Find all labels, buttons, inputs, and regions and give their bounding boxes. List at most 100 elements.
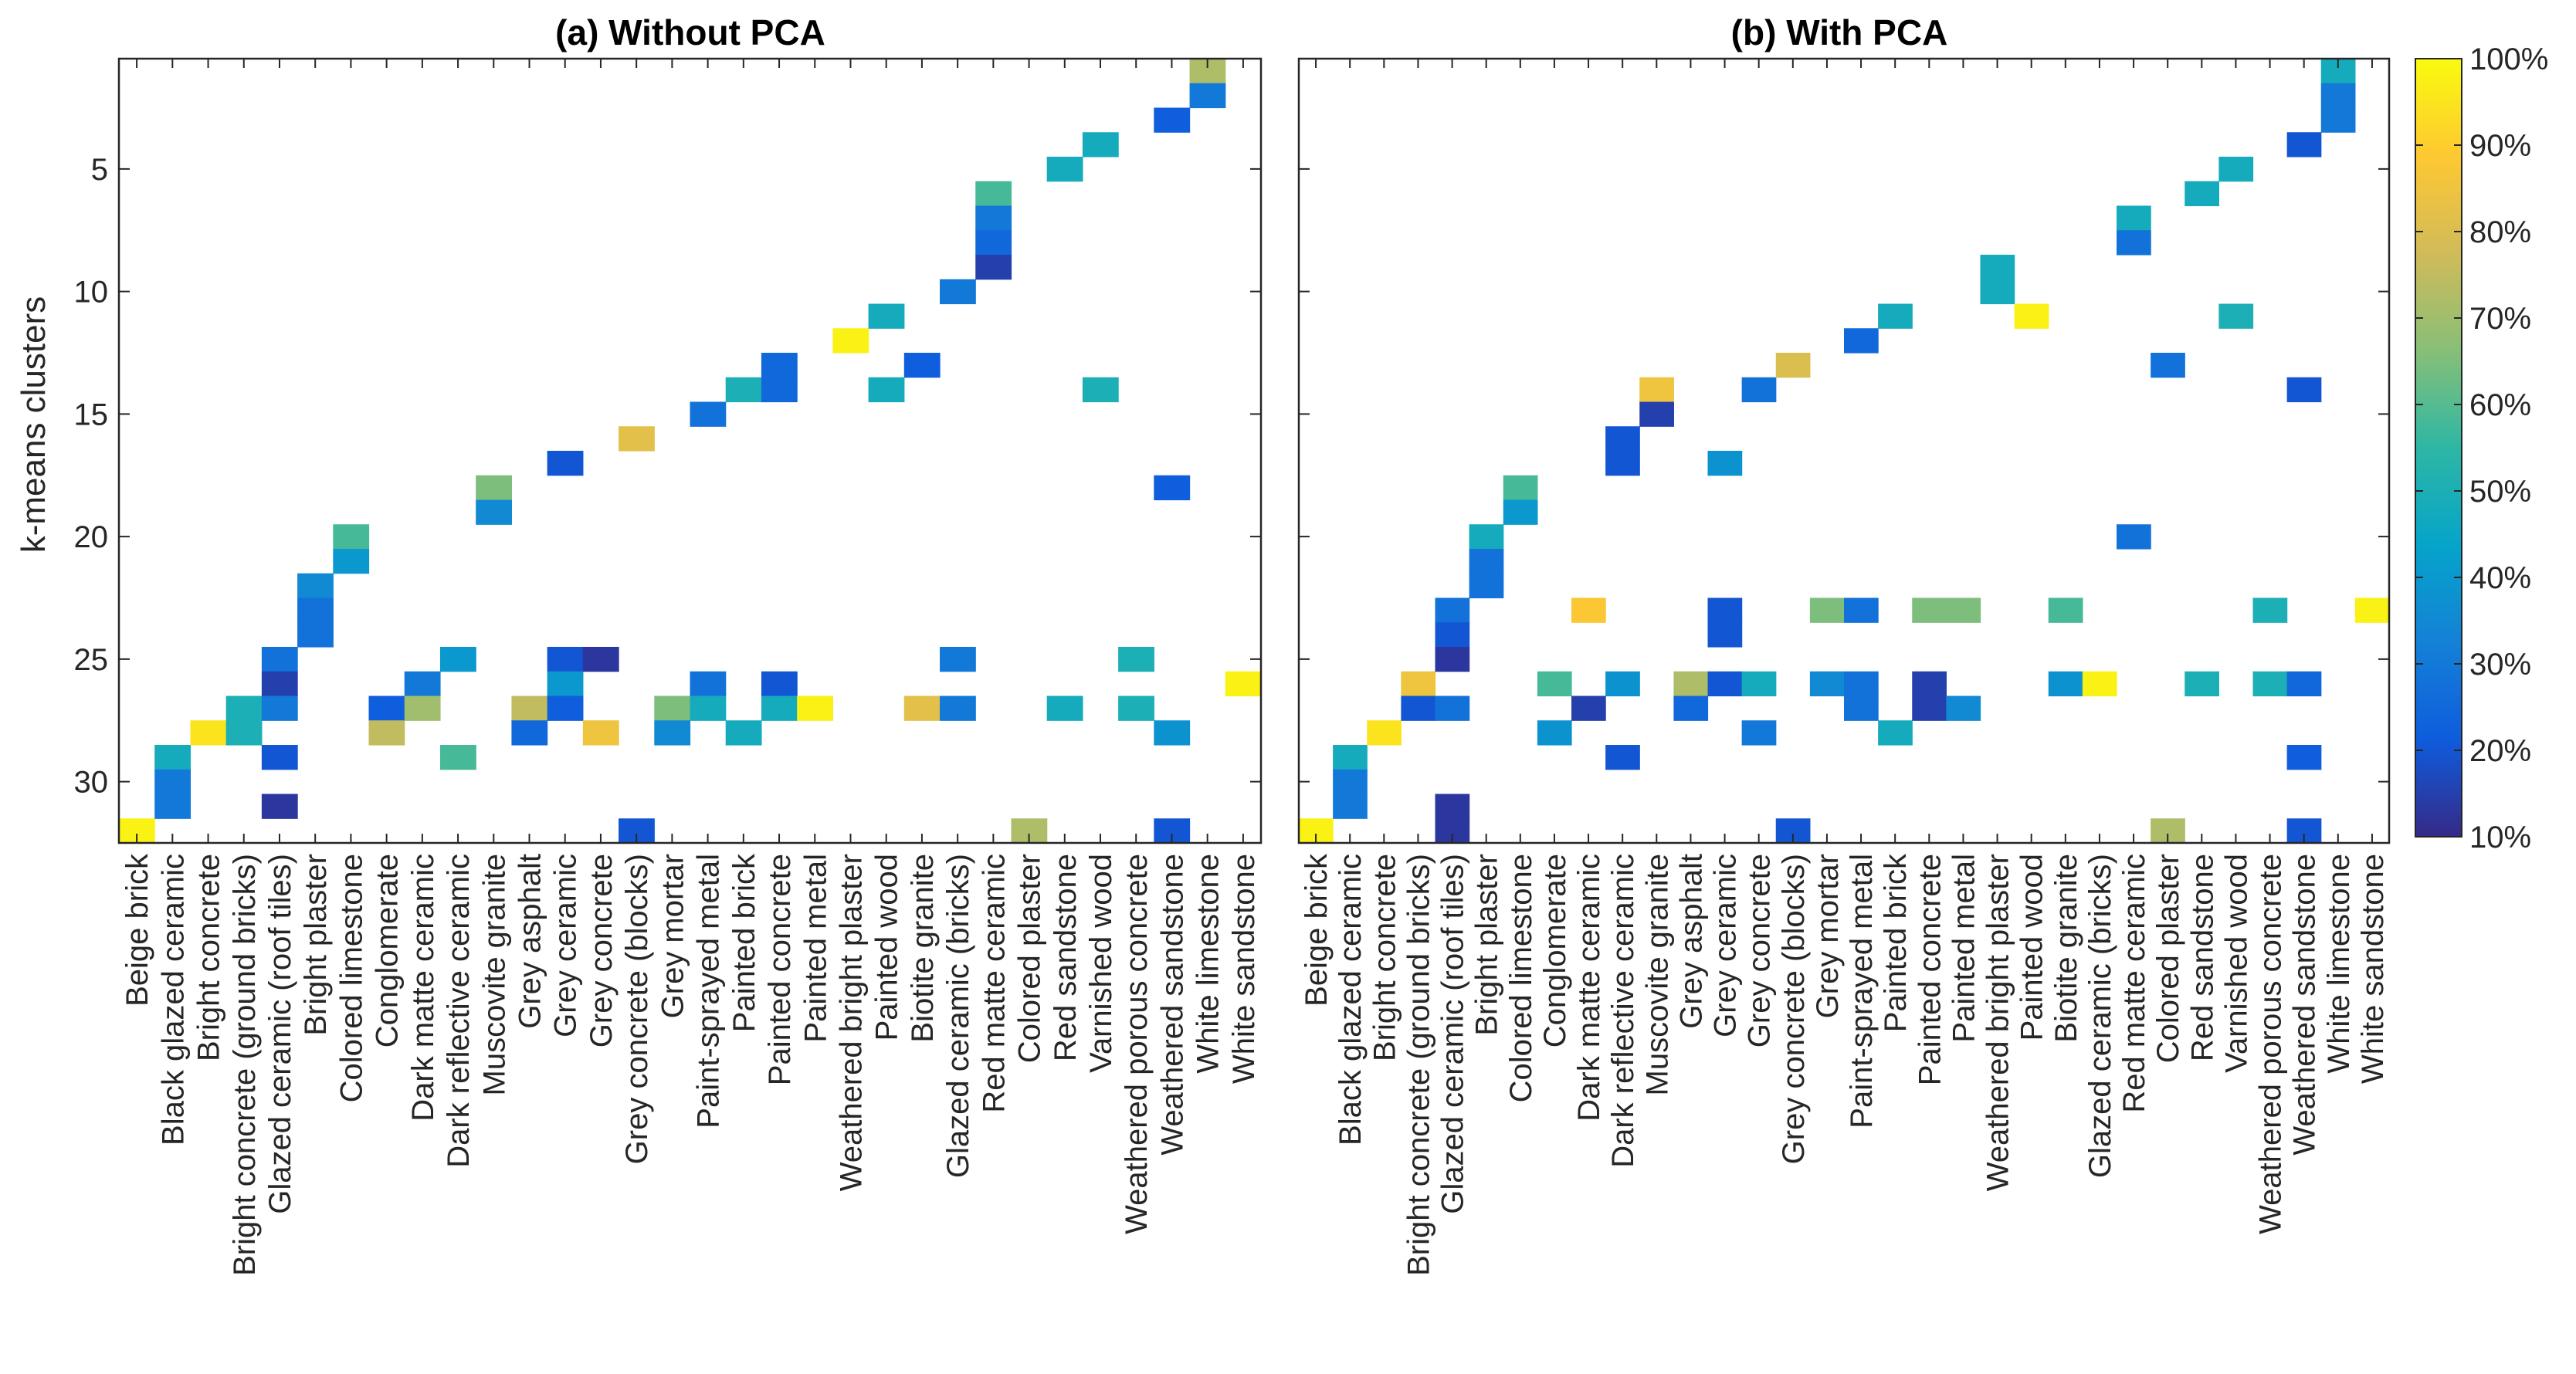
heatmap-cell <box>261 671 298 697</box>
heatmap-cell <box>1946 597 1981 623</box>
heatmap-cell <box>975 205 1012 231</box>
heatmap-cell <box>439 745 476 770</box>
heatmap-cell <box>582 647 619 672</box>
panel-title: (b) With PCA <box>1731 12 1948 52</box>
x-tick-label: Colored limestone <box>1504 854 1538 1102</box>
heatmap-cell <box>725 720 762 746</box>
y-tick-label: 5 <box>91 153 108 187</box>
heatmap-cell <box>261 794 298 819</box>
colorbar-label: 10% <box>2469 821 2531 855</box>
heatmap-cell <box>2082 671 2117 697</box>
heatmap-cell <box>1844 671 1879 697</box>
heatmap-cell <box>368 720 405 746</box>
heatmap-cell <box>1435 597 1470 623</box>
heatmap-cell <box>439 647 476 672</box>
x-tick-label: Dark matte ceramic <box>406 854 440 1122</box>
heatmap-cell <box>1082 132 1119 157</box>
heatmap-cell <box>1401 671 1436 697</box>
x-tick-label: Painted wood <box>2015 854 2049 1041</box>
y-tick-label: 10 <box>74 276 109 310</box>
heatmap-cell <box>297 622 334 648</box>
heatmap-cell <box>690 401 727 427</box>
heatmap-cell <box>619 426 655 452</box>
x-tick-label: Painted metal <box>798 854 832 1043</box>
heatmap-cell <box>690 695 727 721</box>
heatmap-cell <box>154 794 192 819</box>
y-tick-label: 20 <box>74 520 109 554</box>
heatmap-cell <box>476 475 513 501</box>
colorbar-label: 70% <box>2469 302 2531 336</box>
heatmap-cell <box>797 695 833 721</box>
heatmap-cell <box>2151 353 2185 378</box>
heatmap-cell <box>2117 205 2151 231</box>
x-tick-label: Painted metal <box>1947 854 1981 1043</box>
colorbar-label: 60% <box>2469 388 2531 422</box>
heatmap-cell <box>1946 695 1981 721</box>
x-tick-label: Weathered porous concrete <box>1120 854 1154 1234</box>
colorbar-label: 80% <box>2469 215 2531 249</box>
heatmap-cell <box>1469 524 1504 550</box>
x-tick-label: Red matte ceramic <box>977 854 1011 1113</box>
heatmap-cell <box>154 745 192 770</box>
plot-frame <box>1297 57 2391 844</box>
colorbar-label: 50% <box>2469 475 2531 509</box>
x-tick-label: Glazed ceramic (bricks) <box>2083 854 2117 1178</box>
heatmap-cell <box>1154 720 1191 746</box>
heatmap-cell <box>975 255 1012 280</box>
heatmap-cell <box>1118 695 1154 721</box>
heatmap-cell <box>190 720 227 746</box>
heatmap-cell <box>547 647 584 672</box>
heatmap-cell <box>1980 279 2015 305</box>
x-tick-label: Grey asphalt <box>1674 854 1708 1029</box>
heatmap-cell <box>1707 597 1743 623</box>
x-tick-label: Colored plaster <box>1013 854 1047 1063</box>
heatmap-cell <box>547 451 584 476</box>
plot-frame <box>117 57 1263 844</box>
x-tick-label: Paint-sprayed metal <box>692 854 726 1129</box>
x-tick-label: Beige brick <box>120 853 154 1007</box>
heatmap-cell <box>975 181 1012 207</box>
heatmap-cell <box>2252 597 2288 623</box>
heatmap-cell <box>1844 328 1879 354</box>
x-tick-label: Weathered bright plaster <box>1981 854 2015 1191</box>
heatmap-cell <box>2320 107 2356 133</box>
heatmap-cell <box>2252 671 2288 697</box>
heatmap-cell <box>1844 695 1879 721</box>
heatmap-cell <box>2014 303 2049 329</box>
heatmap-cell <box>2320 83 2356 109</box>
x-tick-label: Dark reflective ceramic <box>1606 854 1640 1168</box>
heatmap-cell <box>761 377 798 403</box>
heatmap-cell <box>2286 671 2322 697</box>
heatmap-cell <box>868 377 905 403</box>
colorbar-label: 90% <box>2469 129 2531 163</box>
heatmap-cell <box>761 671 798 697</box>
heatmap-cell <box>1673 671 1709 697</box>
heatmap-cell <box>1912 671 1947 697</box>
heatmap-cell <box>1809 671 1845 697</box>
heatmap-cell <box>1367 720 1402 746</box>
heatmap-cell <box>404 695 441 721</box>
heatmap-cell <box>1605 426 1640 452</box>
heatmap-cell <box>903 695 941 721</box>
heatmap-cell <box>1435 695 1470 721</box>
heatmap-cell <box>940 647 976 672</box>
x-tick-label: Grey concrete (blocks) <box>620 854 654 1164</box>
heatmap-cell <box>1980 255 2015 280</box>
heatmap-cell <box>1605 745 1640 770</box>
x-tick-label: Varnished wood <box>1084 854 1118 1073</box>
x-tick-label: Weathered sandstone <box>2288 854 2322 1156</box>
heatmap-cell <box>261 695 298 721</box>
heatmap-cell <box>1878 303 1913 329</box>
heatmap-cell <box>2218 157 2254 182</box>
heatmap-cell <box>975 230 1012 256</box>
colorbar-gradient <box>2415 58 2462 838</box>
heatmap-cell <box>2117 230 2151 256</box>
x-tick-label: Glazed ceramic (roof tiles) <box>263 854 297 1214</box>
y-axis-label: k-means clusters <box>15 296 53 553</box>
colorbar-label: 20% <box>2469 734 2531 768</box>
heatmap-cell <box>940 279 976 305</box>
heatmap-cell <box>2185 671 2219 697</box>
heatmap-cell <box>225 720 263 746</box>
heatmap-cell <box>297 597 334 623</box>
